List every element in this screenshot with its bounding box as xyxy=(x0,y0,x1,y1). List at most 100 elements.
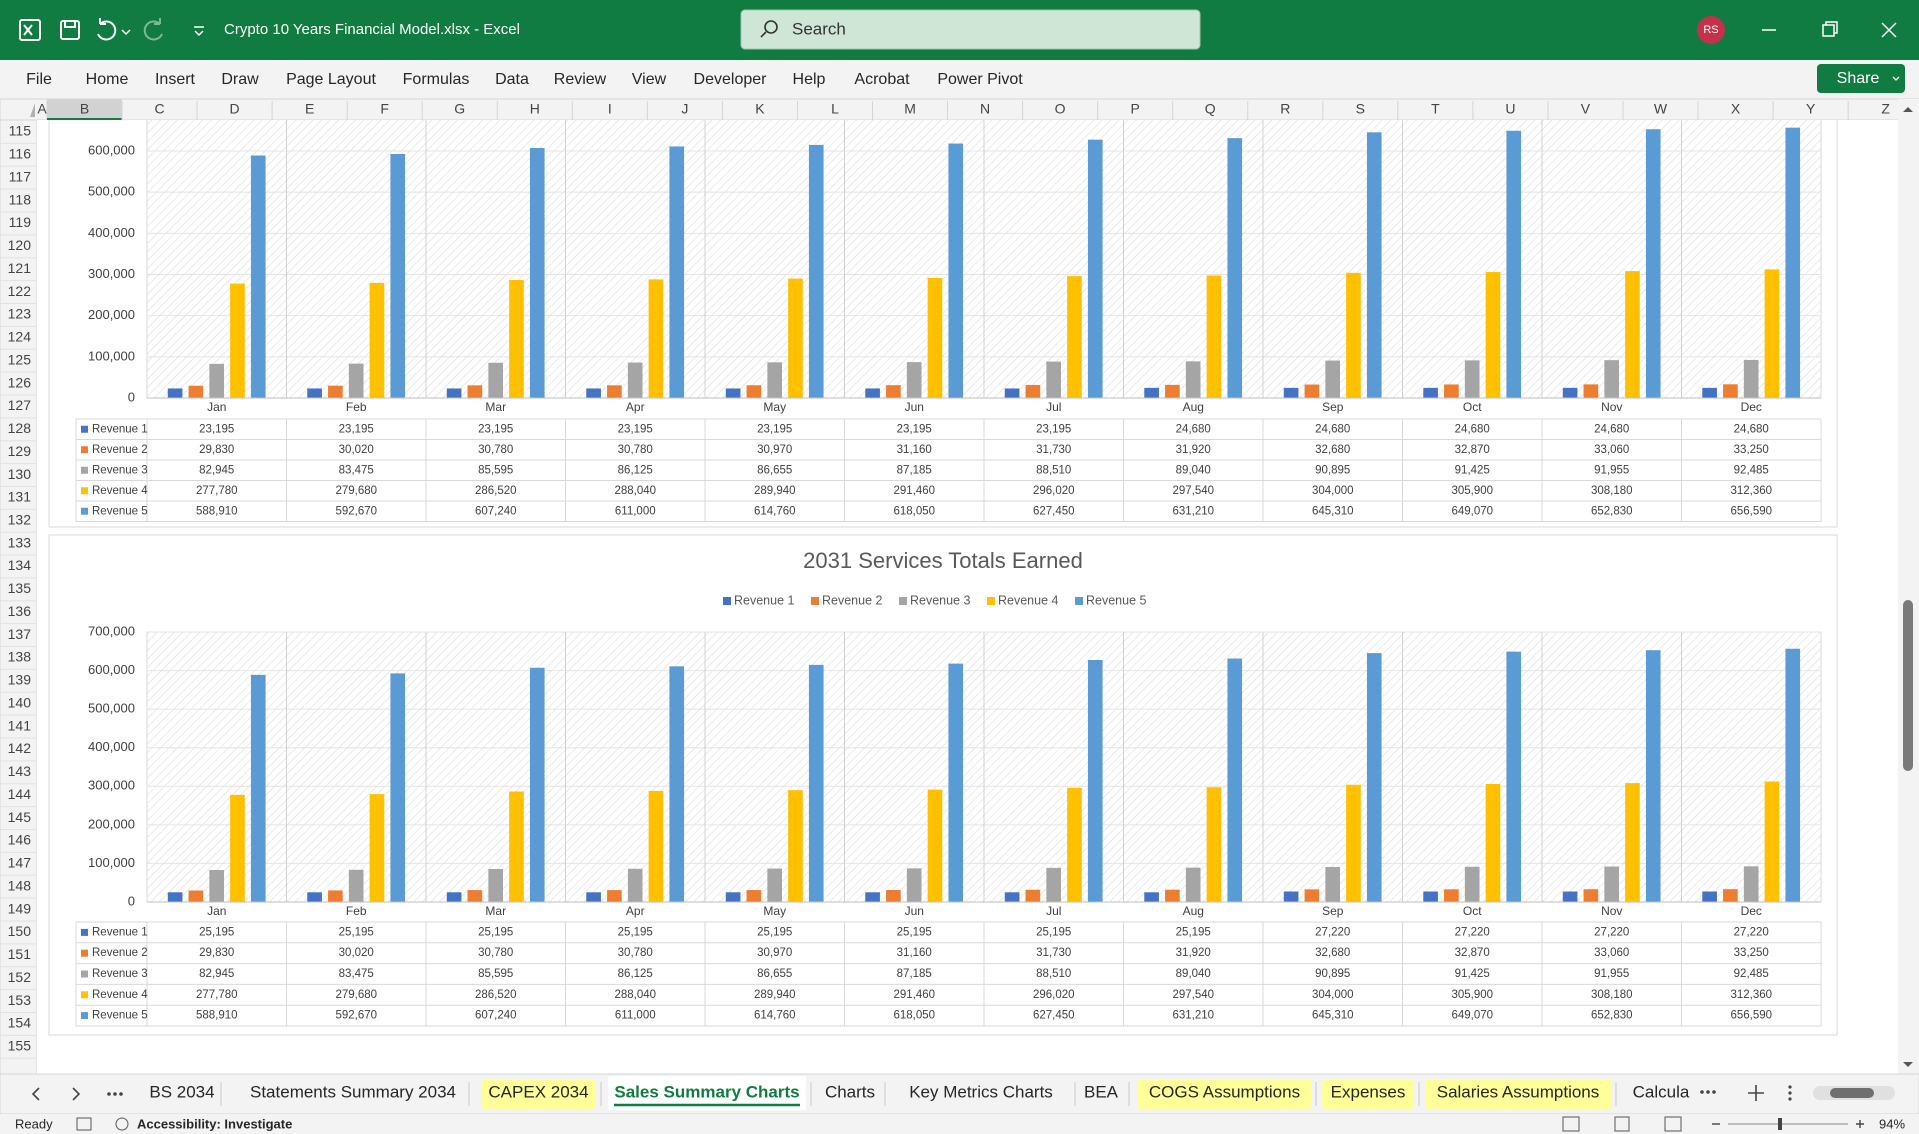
tab-scroll-left[interactable] xyxy=(31,1087,40,1101)
column-header[interactable]: D xyxy=(230,101,240,117)
status-accessibility[interactable]: Accessibility: Investigate xyxy=(137,1116,292,1131)
row-header[interactable]: 119 xyxy=(9,214,32,230)
column-header[interactable]: O xyxy=(1055,101,1066,117)
column-header[interactable]: G xyxy=(454,101,465,117)
ribbon-tab[interactable]: Data xyxy=(495,71,529,88)
row-header[interactable]: 155 xyxy=(8,1038,32,1054)
normal-view[interactable] xyxy=(1562,1116,1580,1132)
column-header[interactable]: N xyxy=(980,101,990,117)
row-header[interactable]: 144 xyxy=(8,786,32,802)
row-header[interactable]: 130 xyxy=(8,466,32,482)
row-header[interactable]: 154 xyxy=(8,1015,32,1031)
row-header[interactable]: 129 xyxy=(8,443,32,459)
sheet-tab[interactable]: Calcula xyxy=(1633,1082,1690,1101)
ribbon-tab[interactable]: Acrobat xyxy=(854,71,910,88)
row-header[interactable]: 142 xyxy=(8,740,32,756)
row-header[interactable]: 121 xyxy=(8,260,32,276)
row-header[interactable]: 153 xyxy=(8,992,32,1008)
row-header[interactable]: 140 xyxy=(8,694,32,710)
column-header[interactable]: E xyxy=(305,101,314,117)
column-header[interactable]: X xyxy=(1731,101,1741,117)
ribbon-tab[interactable]: Draw xyxy=(221,71,259,88)
column-header[interactable]: Y xyxy=(1806,101,1816,117)
column-header[interactable]: H xyxy=(530,101,540,117)
row-header[interactable]: 151 xyxy=(8,946,32,962)
column-header[interactable]: C xyxy=(154,101,164,117)
scroll-up[interactable] xyxy=(1903,107,1913,112)
undo-button[interactable] xyxy=(97,18,117,41)
row-header[interactable]: 115 xyxy=(9,123,32,139)
sheet-tab[interactable]: BEA xyxy=(1084,1082,1119,1101)
column-header[interactable]: W xyxy=(1654,101,1668,117)
column-header[interactable]: F xyxy=(380,101,389,117)
horizontal-scroll-thumb[interactable] xyxy=(1830,1088,1874,1098)
column-header[interactable]: R xyxy=(1280,101,1290,117)
row-header[interactable]: 133 xyxy=(8,534,32,550)
page-break-view[interactable] xyxy=(1664,1116,1682,1132)
row-header[interactable]: 122 xyxy=(8,283,32,299)
column-header[interactable]: S xyxy=(1356,101,1365,117)
row-header[interactable]: 125 xyxy=(8,351,32,367)
row-header[interactable]: 116 xyxy=(9,146,32,162)
customize-toolbar[interactable] xyxy=(194,26,204,37)
ribbon-tab[interactable]: View xyxy=(632,71,667,88)
restore-button[interactable] xyxy=(1822,21,1838,37)
sheet-tab[interactable]: COGS Assumptions xyxy=(1149,1082,1300,1101)
row-header[interactable]: 137 xyxy=(8,626,32,642)
sheet-tab[interactable]: Expenses xyxy=(1331,1082,1406,1101)
share-button[interactable] xyxy=(1817,64,1905,93)
ribbon-tab[interactable]: Developer xyxy=(694,71,768,88)
column-header[interactable]: M xyxy=(904,101,916,117)
search-box[interactable] xyxy=(740,9,1201,50)
column-header[interactable]: B xyxy=(80,101,89,117)
row-header[interactable]: 128 xyxy=(8,420,32,436)
ribbon-tab[interactable]: Power Pivot xyxy=(937,71,1023,88)
row-header[interactable]: 120 xyxy=(8,237,32,253)
tab-scroll-right[interactable] xyxy=(72,1087,81,1101)
column-header[interactable]: A xyxy=(37,101,47,117)
row-header[interactable]: 148 xyxy=(8,877,32,893)
ribbon-tab[interactable]: File xyxy=(26,71,52,88)
row-header[interactable]: 149 xyxy=(8,900,32,916)
row-header[interactable]: 127 xyxy=(8,397,32,413)
sheet-tab[interactable]: Salaries Assumptions xyxy=(1437,1082,1600,1101)
column-header[interactable]: I xyxy=(608,101,612,117)
row-header[interactable]: 152 xyxy=(8,969,32,985)
row-header[interactable]: 138 xyxy=(8,649,32,665)
share-dropdown[interactable] xyxy=(1892,76,1900,81)
add-sheet[interactable] xyxy=(1748,1085,1764,1101)
page-layout-view[interactable] xyxy=(1614,1116,1630,1132)
column-header[interactable]: L xyxy=(831,101,839,117)
active-sheet-tab[interactable]: Sales Summary Charts xyxy=(614,1082,799,1101)
ribbon-tab[interactable]: Insert xyxy=(155,71,196,88)
ribbon-tab[interactable]: Page Layout xyxy=(286,71,376,88)
close-button[interactable] xyxy=(1881,22,1897,38)
row-header[interactable]: 132 xyxy=(8,511,32,527)
column-header[interactable]: Z xyxy=(1881,101,1890,117)
zoom-in[interactable] xyxy=(1856,1120,1864,1128)
row-header[interactable]: 123 xyxy=(8,306,32,322)
zoom-level[interactable]: 94% xyxy=(1879,1116,1905,1131)
sheet-tab[interactable]: Statements Summary 2034 xyxy=(250,1082,456,1101)
column-header[interactable]: J xyxy=(681,101,688,117)
row-header[interactable]: 117 xyxy=(9,168,32,184)
select-all[interactable] xyxy=(30,103,35,117)
macro-icon[interactable] xyxy=(76,1117,92,1131)
tab-more-left[interactable] xyxy=(107,1092,123,1096)
ribbon-tab[interactable]: Home xyxy=(86,71,129,88)
column-header[interactable]: Q xyxy=(1205,101,1216,117)
row-header[interactable]: 118 xyxy=(9,191,32,207)
sheet-tab[interactable]: CAPEX 2034 xyxy=(488,1082,588,1101)
row-header[interactable]: 147 xyxy=(8,855,32,871)
ribbon-tab[interactable]: Formulas xyxy=(403,71,470,88)
column-header[interactable]: U xyxy=(1505,101,1515,117)
row-header[interactable]: 126 xyxy=(8,374,32,390)
row-header[interactable]: 136 xyxy=(8,603,32,619)
save-button[interactable] xyxy=(60,20,80,40)
zoom-thumb[interactable] xyxy=(1778,1118,1782,1130)
column-header[interactable]: P xyxy=(1131,101,1140,117)
column-header[interactable]: T xyxy=(1431,101,1440,117)
row-header[interactable]: 143 xyxy=(8,763,32,779)
row-header[interactable]: 135 xyxy=(8,580,32,596)
column-header[interactable]: V xyxy=(1581,101,1591,117)
